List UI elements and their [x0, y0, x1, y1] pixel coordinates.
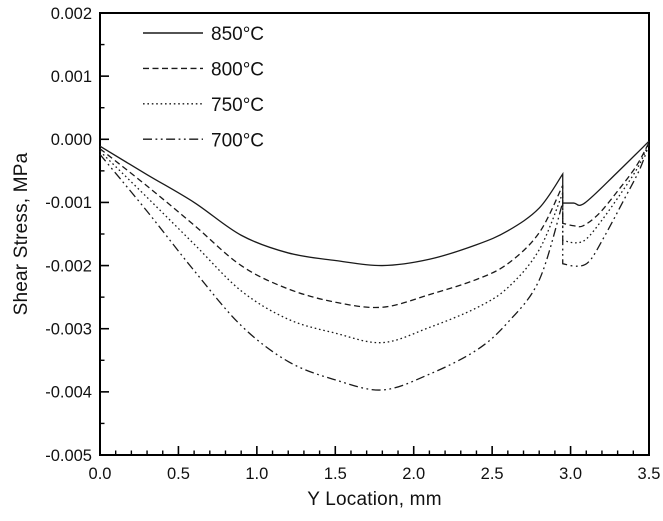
- x-tick-label: 1.5: [324, 465, 347, 483]
- series-curve-700c: [99, 144, 650, 391]
- x-axis-title: Y Location, mm: [307, 489, 442, 510]
- x-tick-label: 3.5: [638, 465, 661, 483]
- legend-label-750c: 750°C: [211, 95, 264, 116]
- x-tick-label: 2.5: [481, 465, 504, 483]
- y-axis-title: Shear Stress, MPa: [11, 152, 32, 316]
- plot-border: [99, 12, 650, 456]
- x-tick-label: 2.0: [402, 465, 425, 483]
- series-curve-850c: [99, 140, 650, 267]
- series-curve-800c: [99, 142, 650, 309]
- y-tick-label: -0.004: [45, 384, 92, 402]
- y-tick-label: 0.002: [51, 5, 92, 23]
- y-tick-label: -0.003: [45, 320, 92, 338]
- legend-label-800c: 800°C: [211, 60, 264, 81]
- y-tick-label: -0.005: [45, 447, 92, 465]
- x-tick-label: 1.0: [245, 465, 268, 483]
- legend-label-700c: 700°C: [211, 130, 264, 151]
- series-curve-750c: [99, 142, 650, 344]
- y-tick-label: -0.001: [45, 194, 92, 212]
- x-tick-label: 0.5: [167, 465, 190, 483]
- x-tick-label: 0.0: [89, 465, 112, 483]
- y-tick-label: 0.000: [51, 131, 92, 149]
- x-tick-label: 3.0: [559, 465, 582, 483]
- y-tick-label: 0.001: [51, 68, 92, 86]
- legend-label-850c: 850°C: [211, 24, 264, 45]
- y-tick-label: -0.002: [45, 257, 92, 275]
